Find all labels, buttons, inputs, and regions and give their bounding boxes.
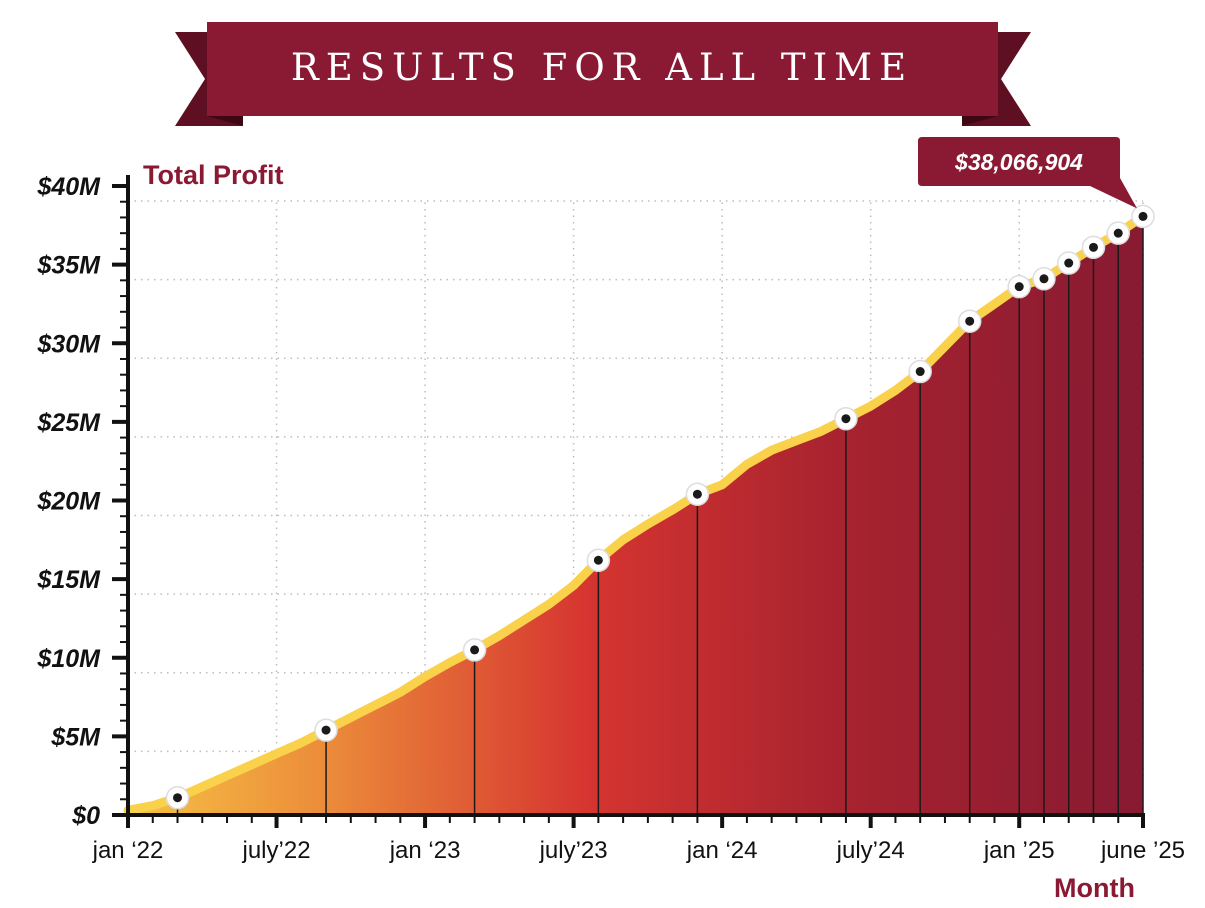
axes xyxy=(112,175,1145,828)
y-tick-label: $35M xyxy=(36,252,101,280)
callout-box xyxy=(918,137,1137,209)
data-point xyxy=(1064,258,1074,268)
callout-label: $38,066,904 xyxy=(954,149,1083,175)
y-tick-label: $0 xyxy=(71,802,100,830)
x-tick-labels: jan ‘22 july’22 jan ‘23 july’23 jan ‘24 july’… xyxy=(92,837,1185,864)
title-banner: RESULTS FOR ALL TIME xyxy=(175,22,1031,126)
data-point xyxy=(470,645,480,655)
x-tick-label: july’23 xyxy=(539,837,608,864)
data-point xyxy=(1014,282,1024,292)
banner-body xyxy=(207,22,998,116)
banner-fold-right xyxy=(962,116,998,126)
data-point xyxy=(1113,228,1123,238)
data-point xyxy=(1039,274,1049,284)
x-tick-label: july’22 xyxy=(242,837,311,864)
x-tick-label: june ’25 xyxy=(1100,837,1185,864)
profit-area xyxy=(128,216,1143,815)
x-axis-title: Month xyxy=(1054,873,1135,903)
x-tick-label: jan ’25 xyxy=(983,837,1055,864)
x-tick-label: july’24 xyxy=(836,837,905,864)
data-point xyxy=(1138,211,1148,221)
y-tick-label: $5M xyxy=(50,723,101,751)
chart-title: RESULTS FOR ALL TIME xyxy=(291,46,913,89)
y-tick-label: $40M xyxy=(36,173,101,201)
y-tick-label: $10M xyxy=(36,645,101,673)
y-tick-label: $30M xyxy=(36,330,101,358)
data-point xyxy=(321,725,331,735)
data-point xyxy=(915,367,925,377)
data-point xyxy=(593,555,603,565)
x-tick-label: jan ‘24 xyxy=(686,837,758,864)
drop-lines xyxy=(176,216,1144,815)
data-point xyxy=(965,316,975,326)
x-tick-label: jan ‘22 xyxy=(92,837,164,864)
banner-fold-left xyxy=(207,116,243,126)
data-point xyxy=(173,793,183,803)
y-tick-label: $20M xyxy=(36,488,101,516)
highlight-points xyxy=(165,204,1155,810)
data-point xyxy=(1088,242,1098,252)
final-value-callout: $38,066,904 xyxy=(918,137,1137,209)
y-tick-label: $15M xyxy=(36,566,101,594)
y-tick-labels: $0 $5M $10M $15M $20M $25M $30M $35M $40M xyxy=(36,173,101,830)
data-point xyxy=(692,489,702,499)
y-tick-label: $25M xyxy=(36,409,101,437)
x-tick-label: jan ‘23 xyxy=(389,837,461,864)
y-axis-title: Total Profit xyxy=(143,160,283,190)
data-point xyxy=(841,414,851,424)
